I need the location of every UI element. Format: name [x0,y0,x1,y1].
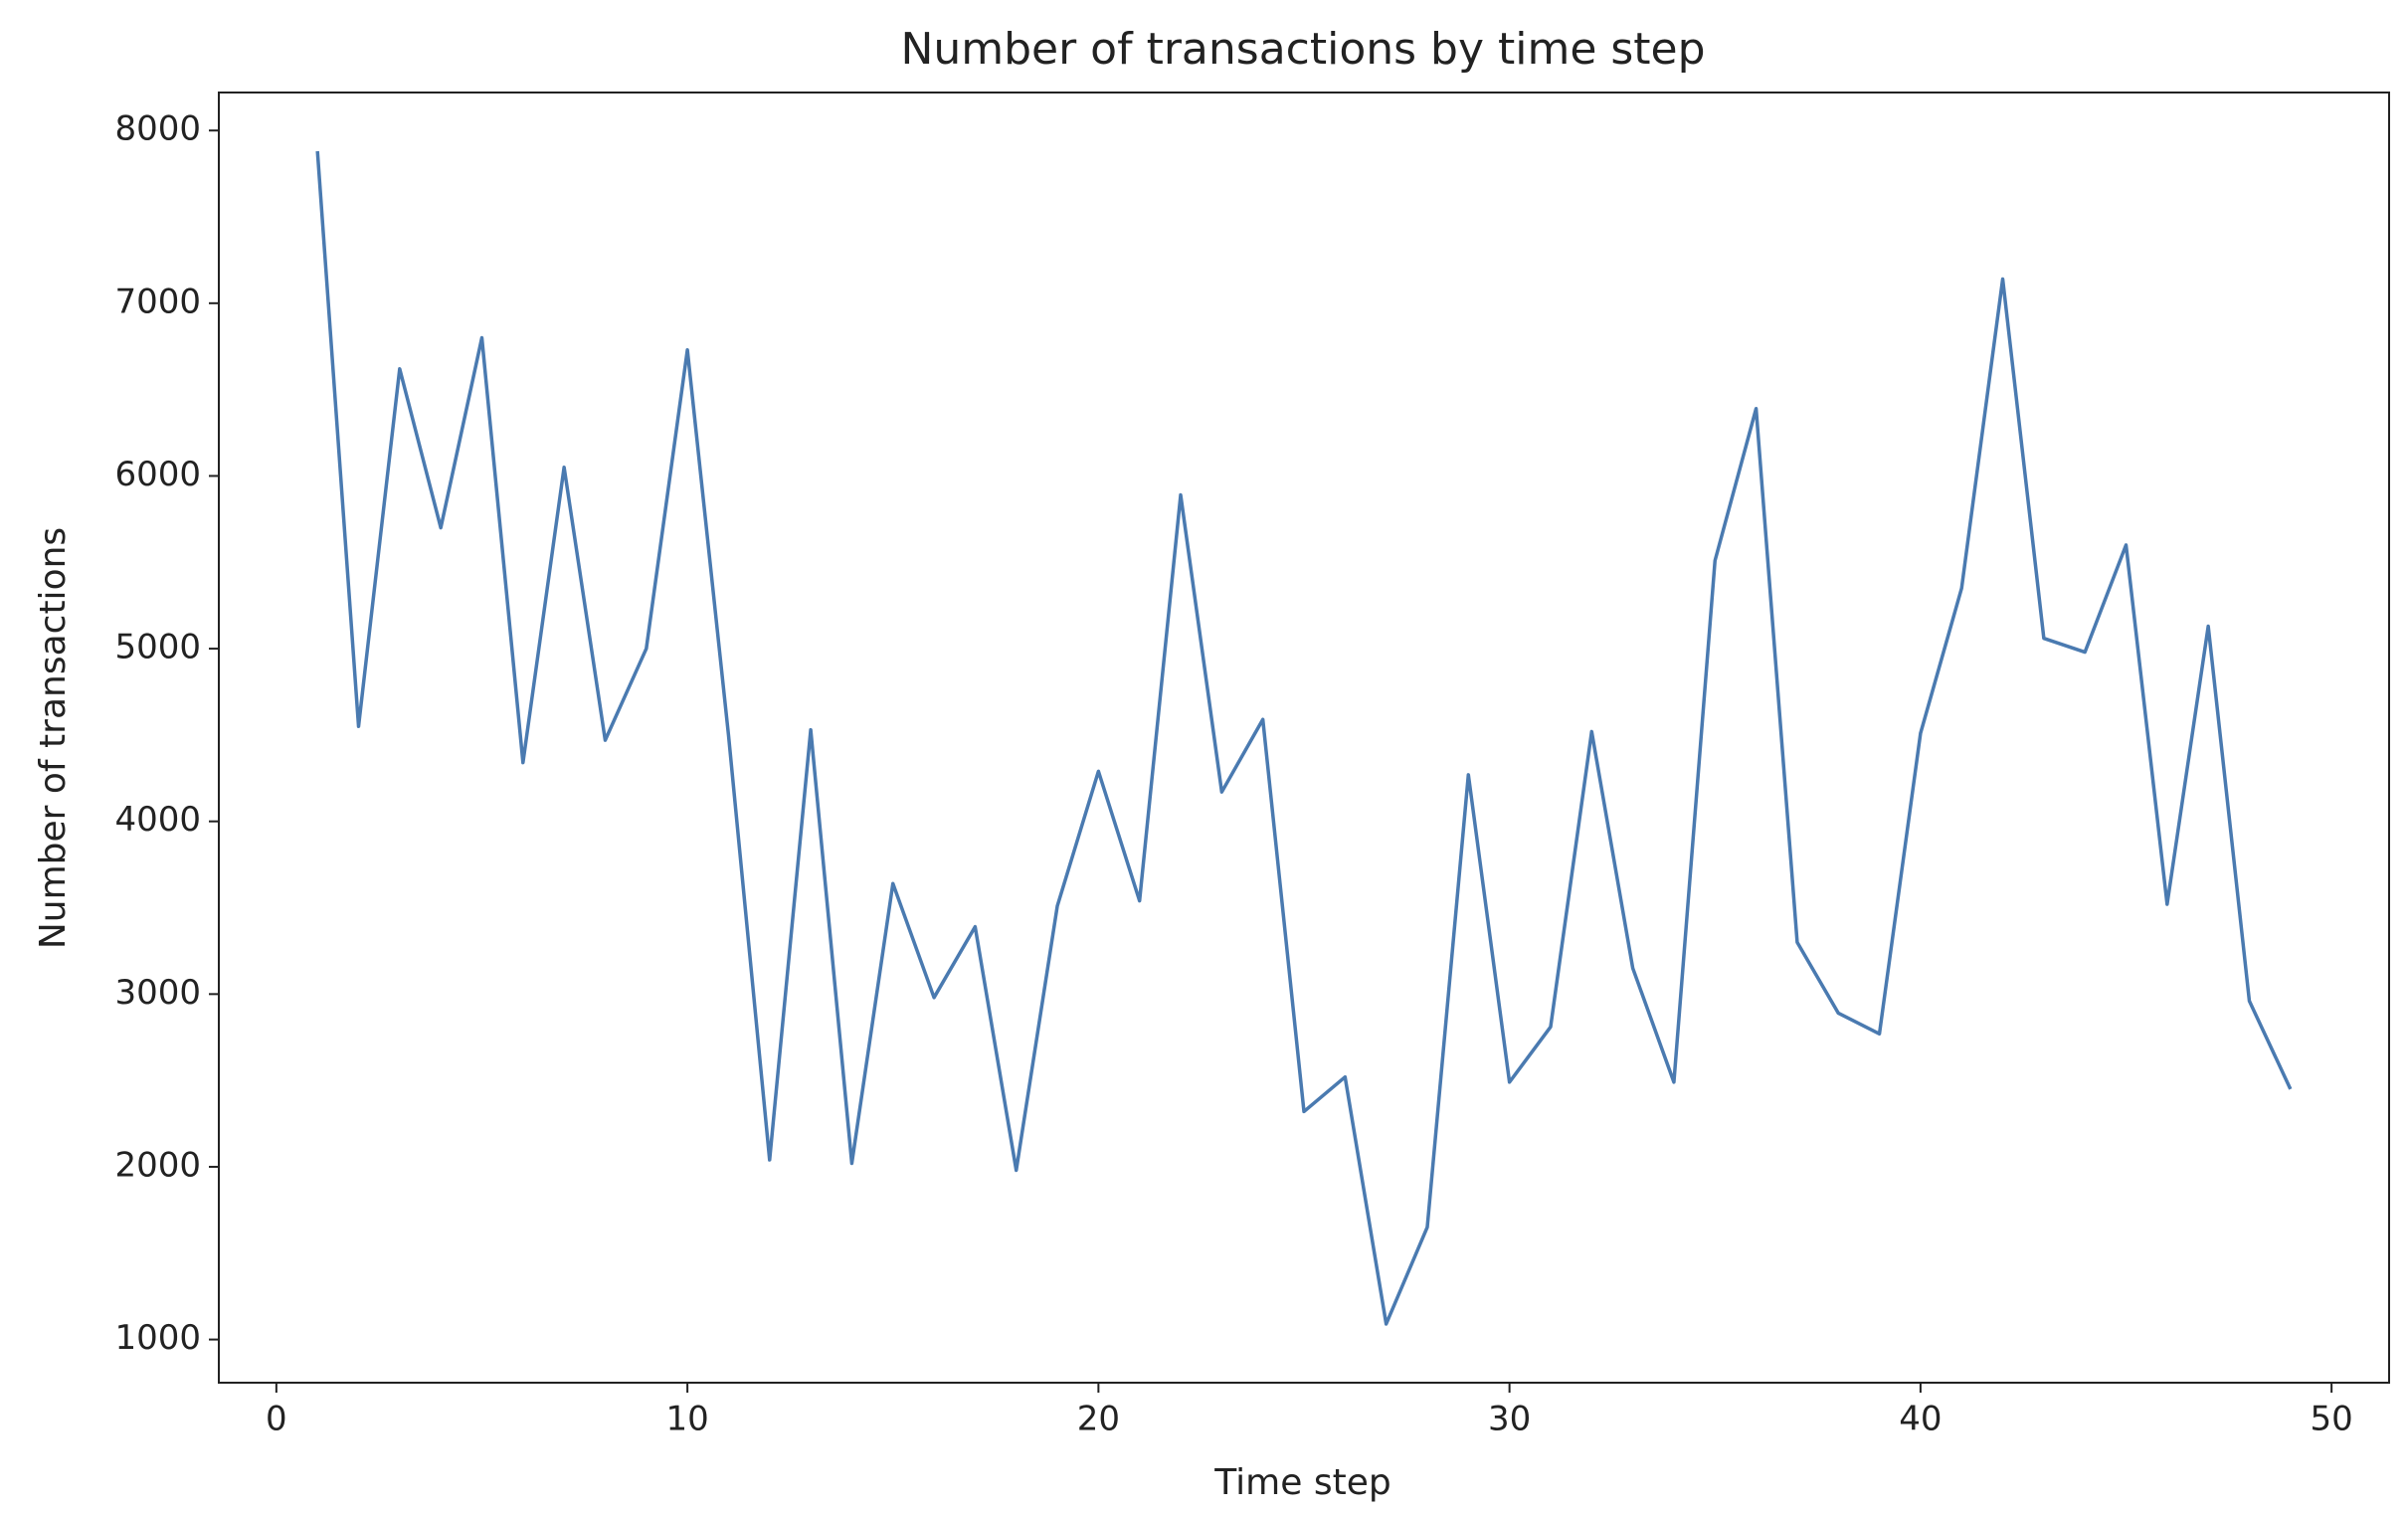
x-tick-label: 40 [1899,1400,1942,1439]
y-axis-label: Number of transactions [33,527,74,949]
chart-title: Number of transactions by time step [900,24,1705,75]
x-tick-label: 0 [266,1400,287,1439]
x-tick-label: 20 [1077,1400,1120,1439]
y-tick-label: 2000 [114,1145,201,1185]
x-axis-label: Time step [1213,1462,1390,1503]
y-tick-label: 4000 [114,800,201,840]
plot-frame [218,92,2390,1384]
y-tick-label: 6000 [114,455,201,494]
x-tick-label: 50 [2311,1400,2353,1439]
y-tick-label: 7000 [114,282,201,321]
x-tick-label: 10 [665,1400,708,1439]
y-tick-label: 8000 [114,109,201,149]
y-tick-label: 5000 [114,628,201,667]
x-tick-label: 30 [1488,1400,1531,1439]
y-tick-label: 3000 [114,973,201,1013]
data-line [315,150,2293,1326]
y-tick-label: 1000 [114,1318,201,1358]
